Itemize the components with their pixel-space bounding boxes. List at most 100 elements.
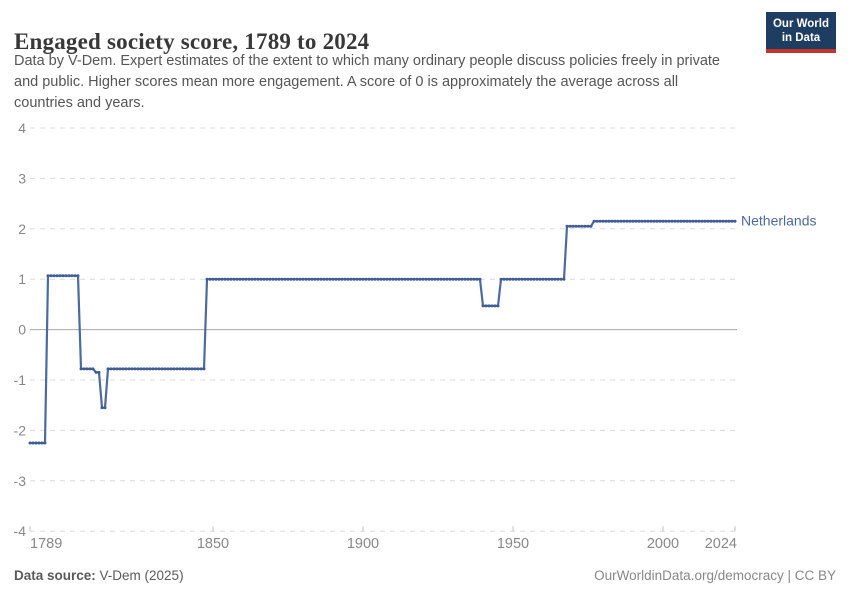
data-point-marker bbox=[607, 219, 611, 223]
data-point-marker bbox=[589, 224, 593, 228]
data-point-marker bbox=[124, 367, 128, 371]
subtitle-line: countries and years. bbox=[14, 95, 145, 111]
data-point-marker bbox=[52, 274, 56, 278]
data-point-marker bbox=[148, 367, 152, 371]
data-point-marker bbox=[196, 367, 200, 371]
data-point-marker bbox=[427, 277, 431, 281]
data-point-marker bbox=[652, 219, 656, 223]
data-point-marker bbox=[388, 277, 392, 281]
data-point-marker bbox=[670, 219, 674, 223]
data-point-marker bbox=[160, 367, 164, 371]
data-point-marker bbox=[166, 367, 170, 371]
data-point-marker bbox=[673, 219, 677, 223]
data-point-marker bbox=[175, 367, 179, 371]
data-point-marker bbox=[391, 277, 395, 281]
data-point-marker bbox=[370, 277, 374, 281]
data-point-marker bbox=[211, 277, 215, 281]
data-point-marker bbox=[202, 367, 206, 371]
data-point-marker bbox=[457, 277, 461, 281]
data-point-marker bbox=[70, 274, 74, 278]
data-point-marker bbox=[310, 277, 314, 281]
data-point-marker bbox=[610, 219, 614, 223]
data-point-marker bbox=[460, 277, 464, 281]
x-axis-tick-label: 1789 bbox=[30, 536, 62, 552]
data-point-marker bbox=[706, 219, 710, 223]
series-line-netherlands[interactable] bbox=[30, 220, 735, 445]
data-point-marker bbox=[199, 367, 203, 371]
data-point-marker bbox=[337, 277, 341, 281]
data-point-marker bbox=[271, 277, 275, 281]
y-axis-tick-label: 3 bbox=[18, 170, 26, 186]
data-source-label: Data source: bbox=[14, 568, 96, 583]
data-point-marker bbox=[88, 367, 92, 371]
owid-logo[interactable]: Our World in Data bbox=[766, 12, 836, 53]
data-point-marker bbox=[91, 367, 95, 371]
data-point-marker bbox=[703, 219, 707, 223]
data-point-marker bbox=[568, 224, 572, 228]
data-point-marker bbox=[490, 304, 494, 308]
data-point-marker bbox=[424, 277, 428, 281]
data-point-marker bbox=[646, 219, 650, 223]
data-point-marker bbox=[421, 277, 425, 281]
data-point-marker bbox=[244, 277, 248, 281]
data-point-marker bbox=[136, 367, 140, 371]
data-point-marker bbox=[304, 277, 308, 281]
data-point-marker bbox=[322, 277, 326, 281]
data-point-marker bbox=[700, 219, 704, 223]
subtitle-line: Data by V-Dem. Expert estimates of the e… bbox=[14, 53, 720, 69]
data-point-marker bbox=[112, 367, 116, 371]
data-point-marker bbox=[118, 367, 122, 371]
data-point-marker bbox=[28, 441, 32, 445]
data-point-marker bbox=[478, 277, 482, 281]
data-point-marker bbox=[37, 441, 41, 445]
data-source: Data source: V-Dem (2025) bbox=[14, 568, 184, 583]
data-point-marker bbox=[226, 277, 230, 281]
data-point-marker bbox=[559, 277, 563, 281]
data-point-marker bbox=[172, 367, 176, 371]
data-point-marker bbox=[214, 277, 218, 281]
data-point-marker bbox=[379, 277, 383, 281]
data-point-marker bbox=[562, 277, 566, 281]
data-point-marker bbox=[346, 277, 350, 281]
data-point-marker bbox=[283, 277, 287, 281]
data-point-marker bbox=[409, 277, 413, 281]
data-point-marker bbox=[688, 219, 692, 223]
data-point-marker bbox=[721, 219, 725, 223]
data-point-marker bbox=[541, 277, 545, 281]
data-point-marker bbox=[733, 219, 737, 223]
owid-logo-text: Our World in Data bbox=[766, 12, 836, 49]
data-point-marker bbox=[235, 277, 239, 281]
data-point-marker bbox=[139, 367, 143, 371]
data-point-marker bbox=[142, 367, 146, 371]
data-point-marker bbox=[307, 277, 311, 281]
data-point-marker bbox=[553, 277, 557, 281]
data-point-marker bbox=[529, 277, 533, 281]
data-point-marker bbox=[352, 277, 356, 281]
data-point-marker bbox=[481, 304, 485, 308]
data-point-marker bbox=[382, 277, 386, 281]
data-point-marker bbox=[154, 367, 158, 371]
data-point-marker bbox=[82, 367, 86, 371]
data-point-marker bbox=[445, 277, 449, 281]
data-point-marker bbox=[169, 367, 173, 371]
y-axis-tick-label: 2 bbox=[18, 221, 26, 237]
data-point-marker bbox=[583, 224, 587, 228]
data-point-marker bbox=[97, 370, 101, 374]
data-point-marker bbox=[250, 277, 254, 281]
data-point-marker bbox=[595, 219, 599, 223]
data-point-marker bbox=[178, 367, 182, 371]
data-point-marker bbox=[598, 219, 602, 223]
data-point-marker bbox=[730, 219, 734, 223]
attribution-link[interactable]: OurWorldinData.org/democracy | CC BY bbox=[594, 568, 836, 583]
data-point-marker bbox=[127, 367, 131, 371]
data-point-marker bbox=[298, 277, 302, 281]
data-point-marker bbox=[496, 304, 500, 308]
data-point-marker bbox=[637, 219, 641, 223]
series-label-netherlands[interactable]: Netherlands bbox=[741, 213, 817, 229]
data-point-marker bbox=[61, 274, 65, 278]
data-point-marker bbox=[415, 277, 419, 281]
data-point-marker bbox=[613, 219, 617, 223]
data-point-marker bbox=[556, 277, 560, 281]
